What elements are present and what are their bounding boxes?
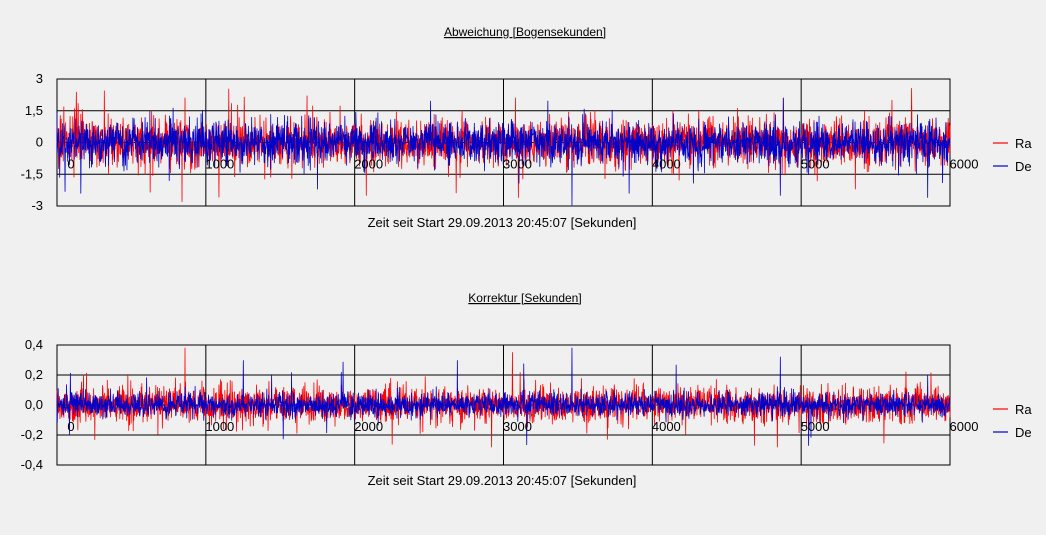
x-tick-label: 5000	[801, 419, 830, 434]
legend: Ra De	[993, 136, 1032, 174]
x-tick-labels: 0 1000 2000 3000 4000 5000 6000	[67, 157, 978, 172]
y-tick-label: 0,4	[25, 337, 43, 352]
y-tick-labels: 0,4 0,2 0,0 -0,2 -0,4	[21, 337, 43, 472]
x-tick-label: 3000	[503, 419, 532, 434]
x-tick-label: 4000	[652, 419, 681, 434]
chart-abweichung: Abweichung [Bogensekunden] 3 1,5 0 -1,5 -3 0…	[21, 25, 1033, 230]
legend: Ra De	[993, 402, 1032, 440]
chart-korrektur: Korrektur [Sekunden] 0,4 0,2 0,0 -0,2 -0,4 0…	[21, 291, 1033, 488]
x-tick-labels: 0 1000 2000 3000 4000 5000 6000	[67, 419, 978, 434]
x-tick-label: 1000	[205, 419, 234, 434]
x-axis-label: Zeit seit Start 29.09.2013 20:45:07 [Sek…	[368, 215, 637, 230]
y-tick-label: 0	[36, 135, 43, 150]
series-layer	[56, 87, 951, 206]
x-axis-label: Zeit seit Start 29.09.2013 20:45:07 [Sek…	[368, 473, 637, 488]
y-tick-label: -0,2	[21, 427, 43, 442]
series-layer	[56, 347, 951, 448]
x-tick-label: 0	[67, 419, 74, 434]
x-tick-label: 1000	[205, 157, 234, 172]
chart-title: Korrektur [Sekunden]	[468, 291, 581, 305]
legend-label-ra: Ra	[1015, 136, 1032, 151]
x-tick-label: 6000	[950, 419, 979, 434]
y-tick-label: 3	[36, 71, 43, 86]
x-tick-label: 6000	[950, 157, 979, 172]
series-line-de	[56, 97, 951, 206]
y-tick-label: 0,2	[25, 367, 43, 382]
x-tick-label: 3000	[503, 157, 532, 172]
series-line-de	[56, 347, 951, 446]
legend-label-de: De	[1015, 425, 1032, 440]
legend-label-ra: Ra	[1015, 402, 1032, 417]
y-tick-label: -3	[31, 198, 43, 213]
y-tick-label: 0,0	[25, 397, 43, 412]
x-tick-label: 0	[67, 157, 74, 172]
chart-title: Abweichung [Bogensekunden]	[444, 25, 606, 39]
y-tick-label: -0,4	[21, 457, 43, 472]
y-tick-label: -1,5	[21, 166, 43, 181]
legend-label-de: De	[1015, 159, 1032, 174]
y-tick-labels: 3 1,5 0 -1,5 -3	[21, 71, 43, 213]
y-tick-label: 1,5	[25, 103, 43, 118]
x-tick-label: 2000	[354, 419, 383, 434]
x-tick-label: 4000	[652, 157, 681, 172]
x-tick-label: 2000	[354, 157, 383, 172]
x-tick-label: 5000	[801, 157, 830, 172]
